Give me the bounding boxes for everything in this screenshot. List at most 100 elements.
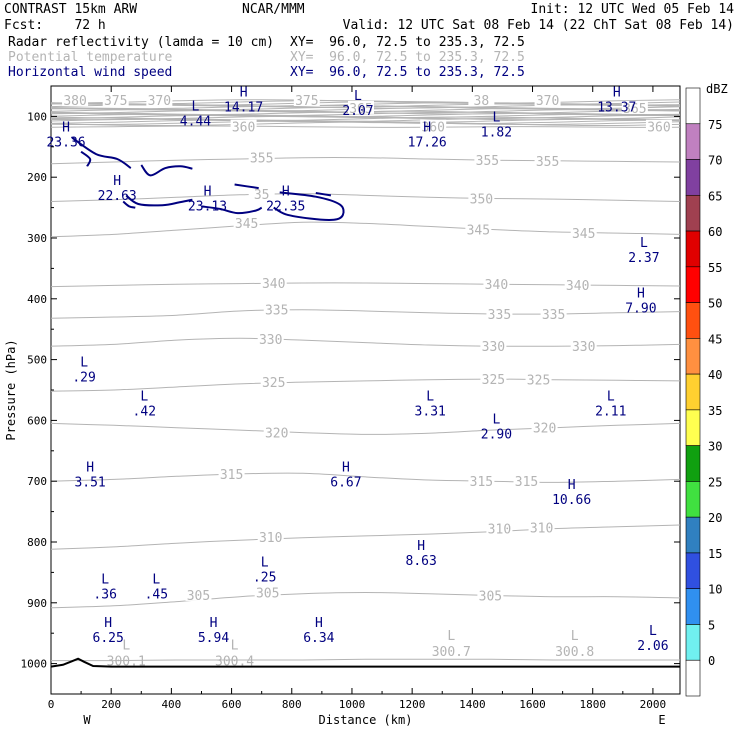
colorbar-swatch: [685, 552, 701, 590]
wind-extremum-marker: H: [204, 185, 212, 200]
theta-label: 38: [474, 94, 490, 109]
theta-contour-335: [50, 309, 681, 319]
theta-label-bg: [570, 339, 597, 353]
theta-label: 360: [647, 121, 670, 136]
theta-label-bg: [480, 339, 507, 353]
theta-label-bg: [468, 474, 495, 488]
colorbar-level-label: 20: [708, 511, 722, 525]
theta-extremum-value: 300.4: [215, 654, 254, 669]
theta-label-bg: [248, 187, 275, 201]
theta-extremum-marker: L: [122, 638, 130, 653]
theta-contour-320: [50, 422, 681, 435]
x-tick-label: 1000: [339, 698, 366, 711]
colorbar-level-label: 0: [708, 654, 715, 668]
y-tick-label: 800: [27, 536, 47, 549]
colorbar-level-label: 35: [708, 404, 722, 418]
colorbar-level-label: 30: [708, 440, 722, 454]
wind-extremum-value: 1.82: [481, 125, 512, 140]
theta-label: 320: [533, 422, 556, 437]
colorbar-level-label: 45: [708, 332, 722, 346]
theta-label-bg: [528, 520, 555, 534]
theta-contour-315: [50, 472, 681, 483]
theta-label: 365: [349, 102, 372, 117]
y-tick-label: 600: [27, 414, 47, 427]
colorbar-swatch: [685, 659, 701, 697]
wind-extremum-marker: H: [210, 616, 218, 631]
theta-contour-300: [50, 658, 680, 662]
wind-speed-contour: [140, 164, 193, 177]
wind-extremum-value: 6.67: [330, 476, 361, 491]
y-tick-label: 400: [27, 293, 47, 306]
wind-extremum-marker: L: [140, 389, 148, 404]
wind-extremum-value: 22.35: [266, 200, 305, 215]
theta-label-bg: [534, 92, 561, 106]
theta-label: 305: [256, 586, 279, 601]
y-tick-label: 900: [27, 597, 47, 610]
theta-label: 315: [515, 475, 538, 490]
theta-label-bg: [146, 92, 173, 106]
theta-extremum-marker: L: [231, 638, 239, 653]
theta-contour-305: [50, 591, 681, 609]
wind-extremum-marker: H: [240, 85, 248, 100]
theta-label-bg: [233, 215, 260, 229]
theta-label: 350: [470, 192, 493, 207]
theta-label: 355: [250, 152, 273, 167]
theta-label: 330: [259, 333, 282, 348]
wind-extremum-value: 7.90: [625, 302, 656, 317]
field-name-potential-temperature: Potential temperature: [8, 50, 173, 65]
wind-extremum-value: .36: [93, 587, 116, 602]
x-tick-label: 800: [282, 698, 302, 711]
x-end-label-west: W: [83, 713, 91, 727]
wind-extremum-marker: H: [417, 539, 425, 554]
x-tick-label: 1200: [399, 698, 426, 711]
theta-label: 315: [470, 475, 493, 490]
colorbar-level-label: 5: [708, 618, 715, 632]
wind-extremum-marker: H: [568, 478, 576, 493]
theta-label: 360: [232, 121, 255, 136]
theta-label-bg: [260, 275, 287, 289]
wind-extremum-value: 17.26: [408, 136, 447, 151]
wind-extremum-marker: L: [493, 413, 501, 428]
theta-label-bg: [465, 222, 492, 236]
wind-speed-contour: [71, 136, 132, 169]
wind-extremum-marker: L: [493, 110, 501, 125]
wind-speed-contour: [201, 205, 263, 215]
colorbar-level-label: 50: [708, 297, 722, 311]
colorbar-level-label: 75: [708, 118, 722, 132]
theta-label: 370: [536, 94, 559, 109]
field-xy-reflectivity: XY= 96.0, 72.5 to 235.3, 72.5: [290, 35, 525, 50]
y-tick-label: 1000: [21, 658, 48, 671]
theta-label-bg: [477, 588, 504, 602]
wind-extremum-marker: L: [101, 572, 109, 587]
theta-label-bg: [483, 277, 510, 291]
wind-extremum-marker: L: [640, 236, 648, 251]
theta-label: 325: [482, 373, 505, 388]
x-end-label-east: E: [658, 713, 665, 727]
colorbar-swatch: [685, 338, 701, 375]
x-tick-label: 1400: [459, 698, 486, 711]
theta-contour-360: [50, 125, 681, 128]
theta-label: 330: [482, 340, 505, 355]
theta-label-bg: [293, 92, 320, 106]
theta-label-bg: [263, 425, 290, 439]
theta-label: 375: [104, 94, 127, 109]
wind-extremum-marker: H: [62, 121, 70, 136]
x-axis-label: Distance (km): [319, 713, 413, 727]
wind-extremum-value: 3.51: [74, 476, 105, 491]
y-tick-label: 100: [27, 110, 47, 123]
wind-extremum-marker: L: [80, 355, 88, 370]
colorbar-swatch: [685, 516, 701, 554]
theta-label-bg: [468, 92, 495, 106]
theta-label: 305: [187, 589, 210, 604]
wind-extremum-value: 3.31: [415, 404, 446, 419]
theta-label: 370: [148, 94, 171, 109]
colorbar-swatch: [685, 624, 701, 661]
theta-label-bg: [254, 585, 281, 599]
colorbar-swatch: [685, 159, 701, 196]
colorbar-swatch: [685, 123, 701, 160]
wind-extremum-value: 22.63: [98, 189, 137, 204]
wind-speed-contour: [122, 200, 136, 209]
wind-extremum-value: 2.37: [628, 251, 659, 266]
theta-label: 310: [259, 531, 282, 546]
theta-label: 365: [623, 102, 646, 117]
